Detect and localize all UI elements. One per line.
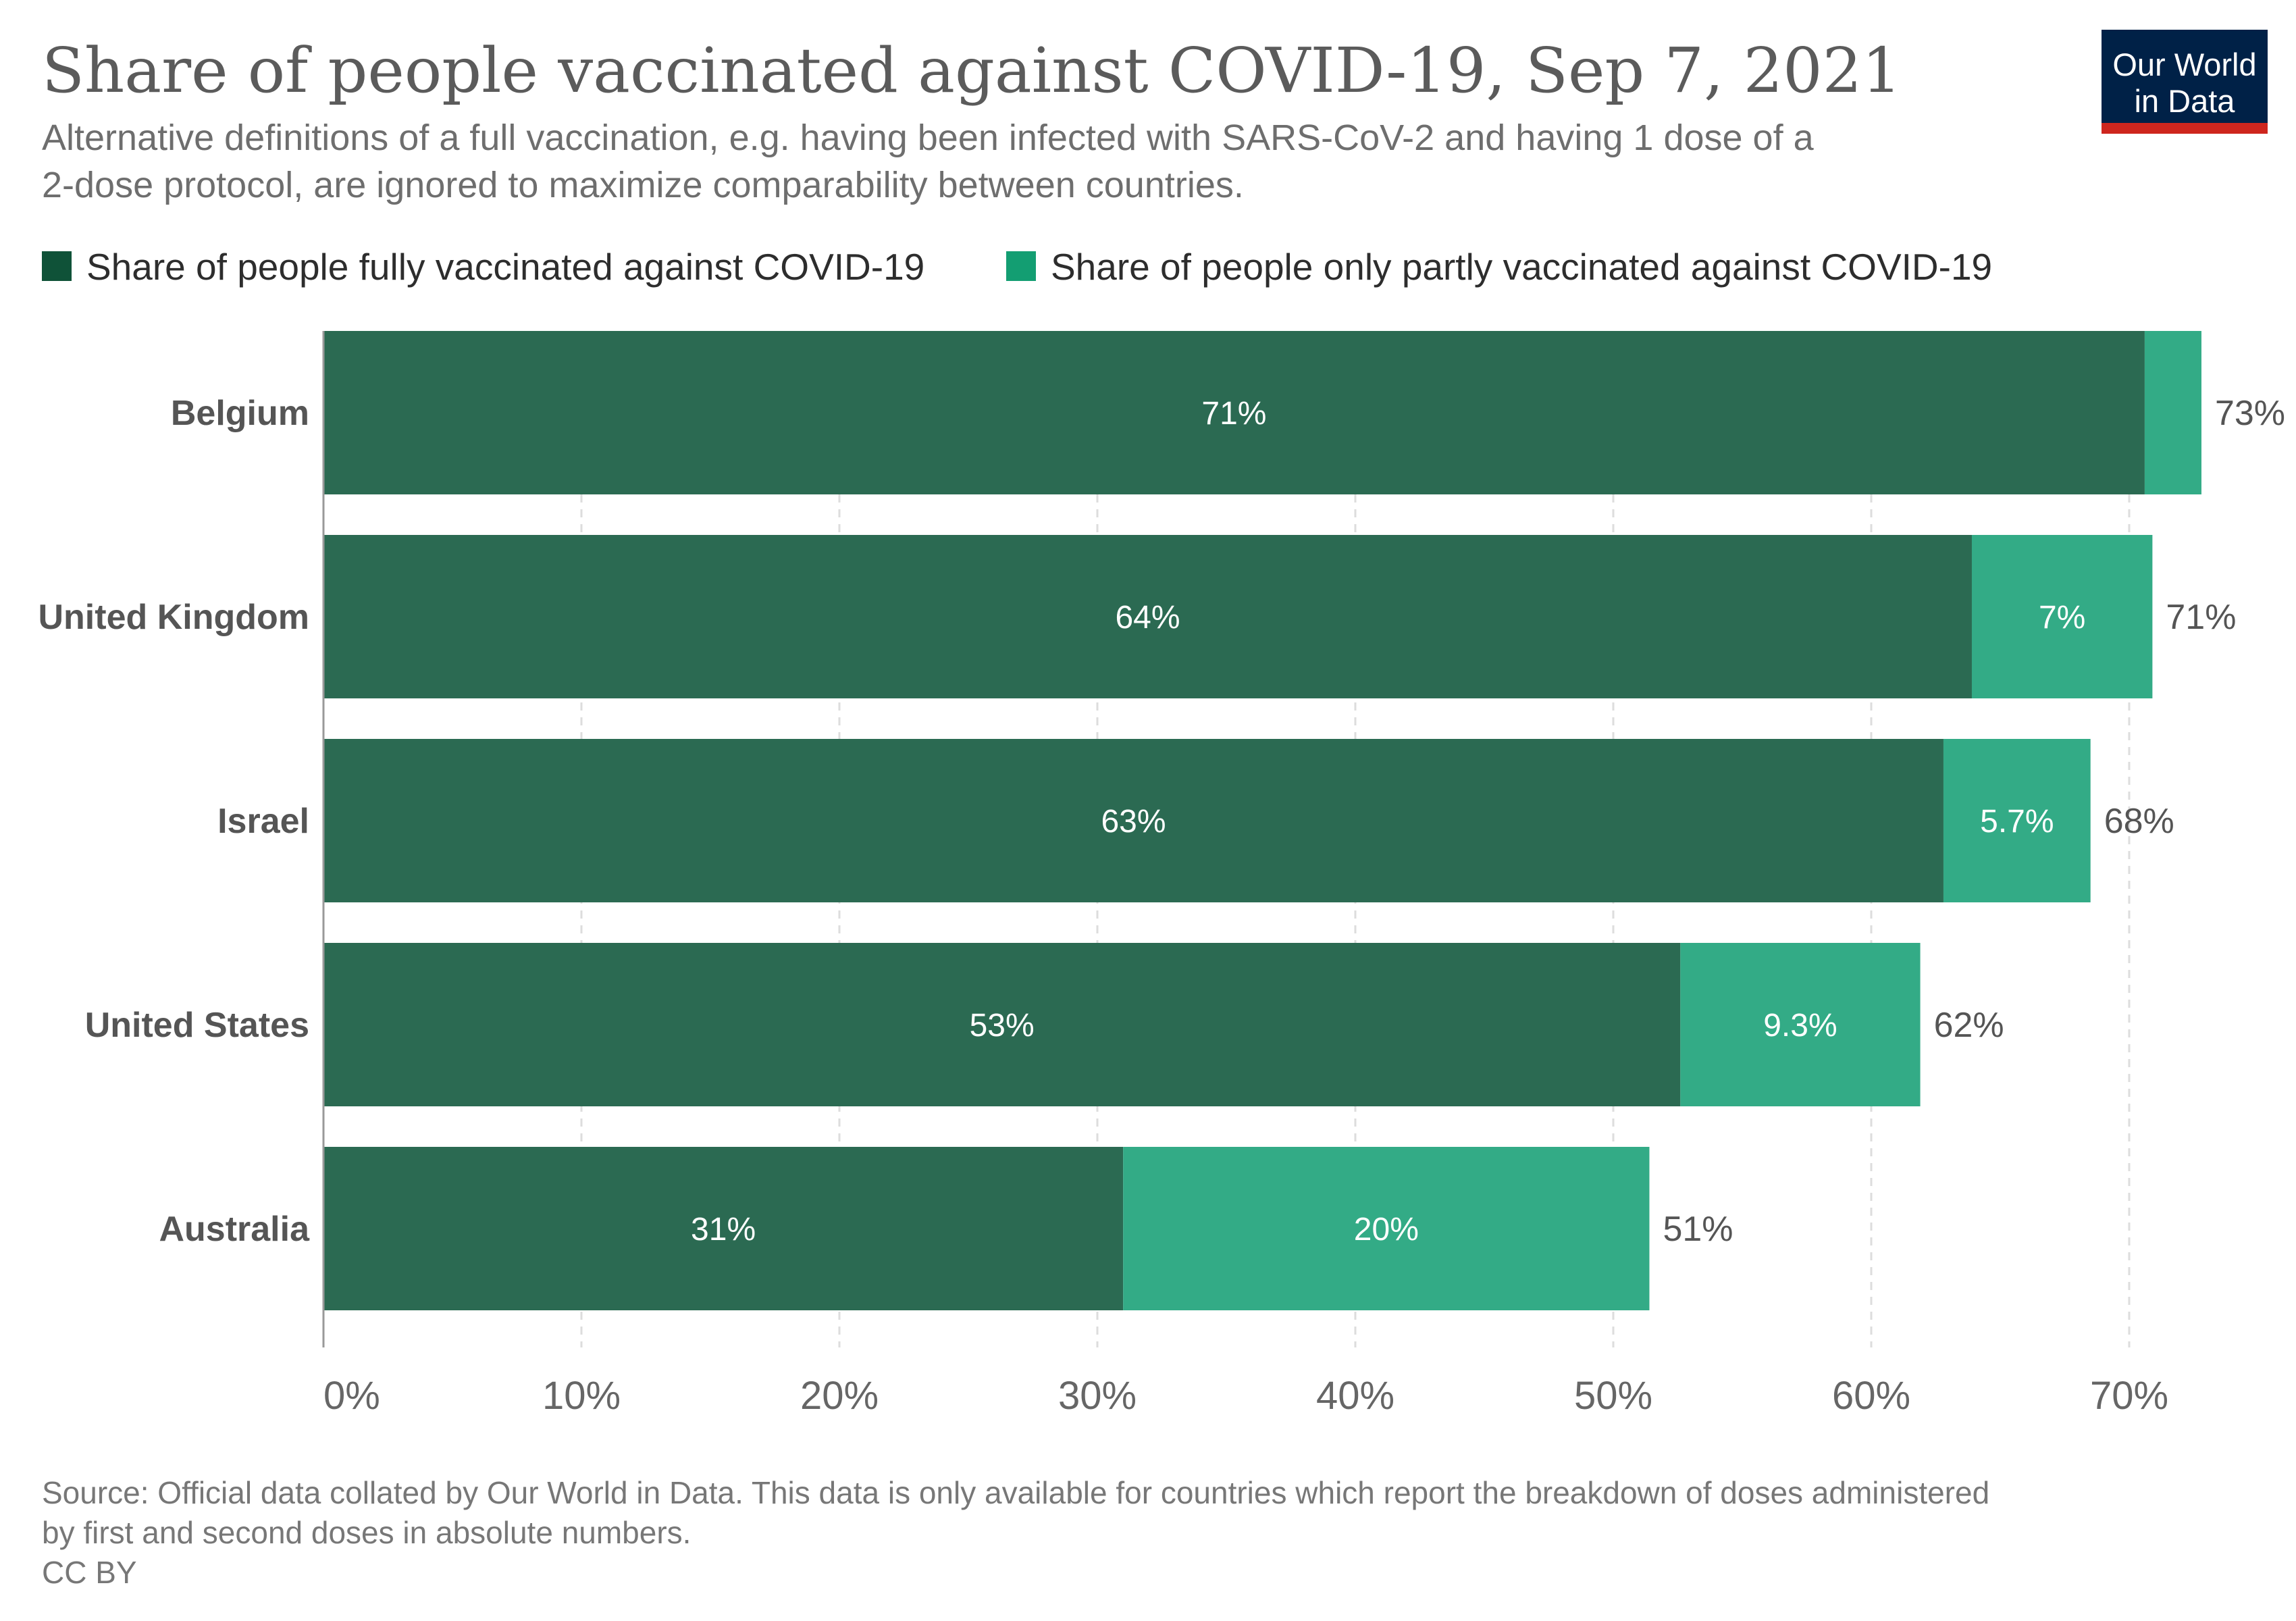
bar-united-states-fully: [323, 943, 1681, 1106]
legend-swatch-fully-vaccinated: [42, 251, 72, 281]
bar-united-states-partly: [1680, 943, 1921, 1106]
bar-israel-partly: [1943, 739, 2091, 902]
total-label-belgium: 73%: [2215, 394, 2285, 433]
bar-belgium-partly: [2144, 331, 2201, 494]
x-axis-ticks: 0% 10% 20% 30% 40% 50% 60% 70%: [323, 1374, 2168, 1418]
x-tick-label-70: 70%: [2090, 1374, 2168, 1418]
category-label-australia: Australia: [159, 1210, 310, 1249]
category-label-united-kingdom: United Kingdom: [38, 598, 309, 637]
bar-value-label-united-kingdom-fully: 64%: [1115, 600, 1180, 636]
labels: 71% 73% Belgium 64% 7% 71% United Kingdom 63% 5.…: [38, 394, 2285, 1249]
x-tick-label-30: 30%: [1058, 1374, 1137, 1418]
legend-swatch-partly-vaccinated: [1006, 251, 1036, 281]
logo-accent-bar: [2102, 123, 2268, 134]
bar-australia-fully: [323, 1147, 1124, 1310]
total-label-australia: 51%: [1663, 1210, 1733, 1249]
logo-background: [2102, 30, 2268, 128]
chart-subtitle-line-2: 2-dose protocol, are ignored to maximize…: [42, 165, 1244, 205]
bar-belgium-fully: [323, 331, 2145, 494]
x-tick-label-20: 20%: [800, 1374, 879, 1418]
x-tick-label-50: 50%: [1574, 1374, 1652, 1418]
x-tick-label-10: 10%: [542, 1374, 621, 1418]
bar-value-label-australia-fully: 31%: [691, 1212, 756, 1247]
bar-value-label-israel-fully: 63%: [1101, 804, 1166, 840]
bar-united-kingdom-partly: [1971, 535, 2153, 698]
total-label-united-states: 62%: [1934, 1006, 2004, 1045]
legend-label-fully-vaccinated: Share of people fully vaccinated against…: [86, 246, 924, 288]
bar-united-kingdom-fully: [323, 535, 1972, 698]
footer-license: CC BY: [42, 1555, 137, 1590]
bar-value-label-australia-partly: 20%: [1354, 1212, 1419, 1247]
logo-line-2: in Data: [2135, 83, 2236, 119]
x-tick-label-0: 0%: [323, 1374, 380, 1418]
legend-label-partly-vaccinated: Share of people only partly vaccinated a…: [1051, 246, 1992, 288]
total-label-united-kingdom: 71%: [2166, 598, 2236, 637]
logo-line-1: Our World: [2112, 47, 2256, 82]
bar-value-label-united-kingdom-partly: 7%: [2039, 600, 2085, 636]
category-label-belgium: Belgium: [171, 394, 309, 433]
bars: [323, 331, 2201, 1310]
bar-israel-fully: [323, 739, 1943, 902]
total-label-israel: 68%: [2104, 802, 2174, 841]
legend: Share of people fully vaccinated against…: [42, 246, 1992, 288]
chart-title: Share of people vaccinated against COVID…: [42, 34, 1902, 107]
bar-value-label-israel-partly: 5.7%: [1980, 804, 2054, 840]
bar-australia-partly: [1123, 1147, 1650, 1310]
x-tick-label-40: 40%: [1316, 1374, 1394, 1418]
bar-value-label-united-states-fully: 53%: [970, 1008, 1035, 1044]
logo[interactable]: Our World in Data: [2102, 30, 2268, 134]
chart-subtitle-line-1: Alternative definitions of a full vaccin…: [42, 118, 1815, 158]
footer-source-line-1: Source: Official data collated by Our Wo…: [42, 1475, 1989, 1510]
bar-value-label-belgium-fully: 71%: [1201, 396, 1266, 432]
footer-source-line-2: by first and second doses in absolute nu…: [42, 1515, 691, 1550]
x-tick-label-60: 60%: [1832, 1374, 1910, 1418]
category-label-israel: Israel: [217, 802, 309, 841]
category-label-united-states: United States: [85, 1006, 309, 1045]
bar-value-label-united-states-partly: 9.3%: [1763, 1008, 1837, 1044]
